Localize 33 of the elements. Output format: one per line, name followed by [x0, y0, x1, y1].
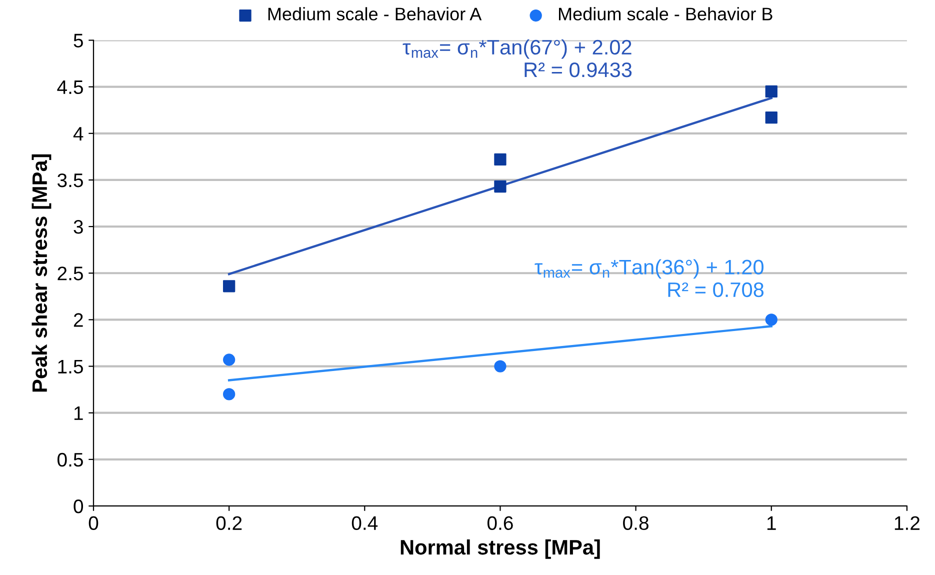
point: [494, 153, 506, 166]
legend-label: Medium scale - Behavior A: [268, 7, 482, 20]
y-tick-label: 1.5: [58, 360, 83, 374]
x-tick-label: 0: [88, 516, 98, 530]
x-tick-label: 0.2: [216, 516, 242, 530]
legend-label: Medium scale - Behavior B: [558, 7, 772, 20]
x-axis-title: Normal stress [MPa]: [400, 539, 600, 559]
y-tick-label: 3: [74, 220, 83, 234]
y-tick-label: 0: [74, 499, 84, 514]
point: [223, 354, 236, 366]
y-tick-label: 4.5: [57, 80, 83, 94]
point: [494, 360, 506, 372]
x-tick-label: 1.2: [894, 516, 920, 530]
annotation: τ$_{max}$= σ$_{n}$*Tan(67°) + 2.02 R² = 0.9433: [402, 39, 632, 78]
y-tick-label: 3.5: [57, 173, 83, 188]
x-tick-label: 1: [767, 516, 776, 530]
point: [223, 280, 236, 292]
y-tick-label: 0.5: [58, 452, 83, 467]
x-tick-label: 0.6: [487, 516, 513, 530]
y-tick-label: 1: [74, 406, 83, 420]
y-tick-label: 2: [74, 313, 83, 327]
point: [765, 111, 778, 124]
point: [223, 388, 236, 400]
y-axis-title: Peak shear stress [MPa]: [32, 154, 52, 392]
point: [765, 314, 778, 326]
point: [765, 85, 778, 98]
annotation: τ$_{max}$= σ$_{n}$*Tan(36°) + 1.20 R² = 0.708: [534, 259, 764, 298]
x-tick-label: 0.4: [352, 516, 378, 530]
y-tick-label: 5: [74, 34, 83, 48]
point: [494, 180, 506, 193]
y-tick-label: 2.5: [58, 266, 83, 280]
x-tick-label: 0.8: [623, 516, 648, 530]
y-tick-label: 4: [73, 127, 84, 140]
